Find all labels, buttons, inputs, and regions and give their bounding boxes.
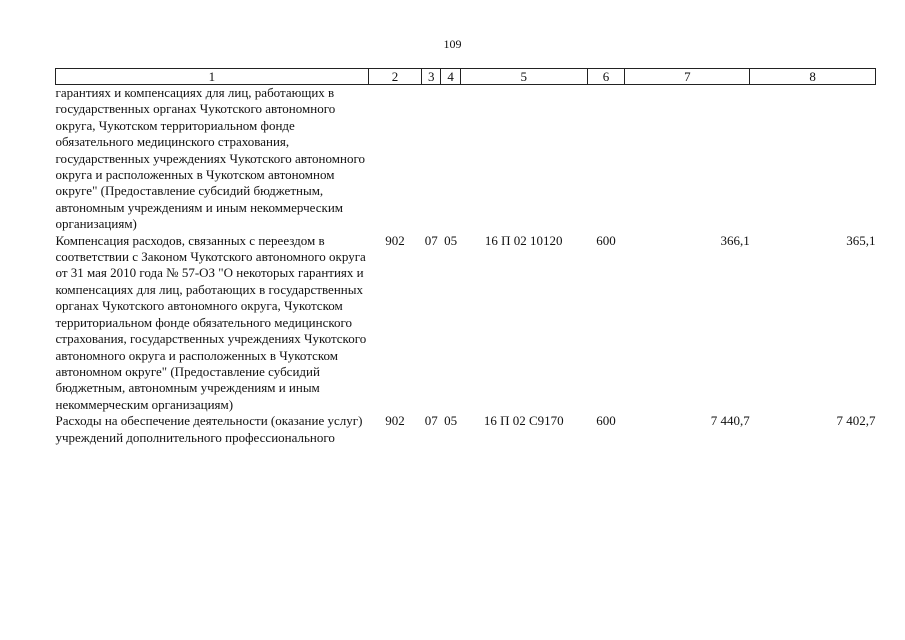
row-ministry-code: 902 xyxy=(385,232,405,248)
table-row: Расходы на обеспечение деятельности (ока… xyxy=(56,413,876,446)
column-header-4: 4 xyxy=(440,68,461,85)
row-amount-2: 7 402,7 xyxy=(836,413,876,429)
column-header-1: 1 xyxy=(55,68,369,85)
row-amount-2: 365,1 xyxy=(846,232,876,248)
row-expense-type xyxy=(587,85,625,233)
row-ministry-code xyxy=(368,85,421,233)
column-header-6: 6 xyxy=(586,68,626,85)
column-header-5: 5 xyxy=(459,68,588,85)
column-header-3: 3 xyxy=(421,68,442,85)
row-expense-type: 600 xyxy=(596,413,616,429)
row-subsection-code: 05 xyxy=(444,232,458,248)
row-target-code: 16 П 02 С9170 xyxy=(483,413,564,429)
row-section-code: 07 xyxy=(424,413,438,429)
row-description: Компенсация расходов, связанных с переез… xyxy=(55,232,367,412)
column-header-2: 2 xyxy=(367,68,423,85)
budget-table: 1 2 3 4 5 6 7 8 гарантиях и компенсациях… xyxy=(55,68,876,446)
row-expense-type: 600 xyxy=(596,232,616,248)
table-row: Компенсация расходов, связанных с переез… xyxy=(56,233,876,413)
row-description: гарантиях и компенсациях для лиц, работа… xyxy=(55,85,365,232)
page-number: 109 xyxy=(443,37,462,51)
row-section-code: 07 xyxy=(424,232,438,248)
row-amount-2 xyxy=(750,85,876,233)
column-header-7: 7 xyxy=(624,68,751,85)
row-description: Расходы на обеспечение деятельности (ока… xyxy=(55,413,363,445)
table-row: гарантиях и компенсациях для лиц, работа… xyxy=(56,85,876,233)
row-section-code xyxy=(422,85,441,233)
column-header-8: 8 xyxy=(749,68,876,85)
row-amount-1: 366,1 xyxy=(720,232,750,248)
row-target-code xyxy=(460,85,587,233)
table-header-row: 1 2 3 4 5 6 7 8 xyxy=(55,68,876,85)
row-ministry-code: 902 xyxy=(385,413,405,429)
row-subsection-code: 05 xyxy=(444,413,458,429)
row-amount-1: 7 440,7 xyxy=(710,413,750,429)
row-amount-1 xyxy=(625,85,750,233)
row-target-code: 16 П 02 10120 xyxy=(484,232,563,248)
row-subsection-code xyxy=(441,85,460,233)
